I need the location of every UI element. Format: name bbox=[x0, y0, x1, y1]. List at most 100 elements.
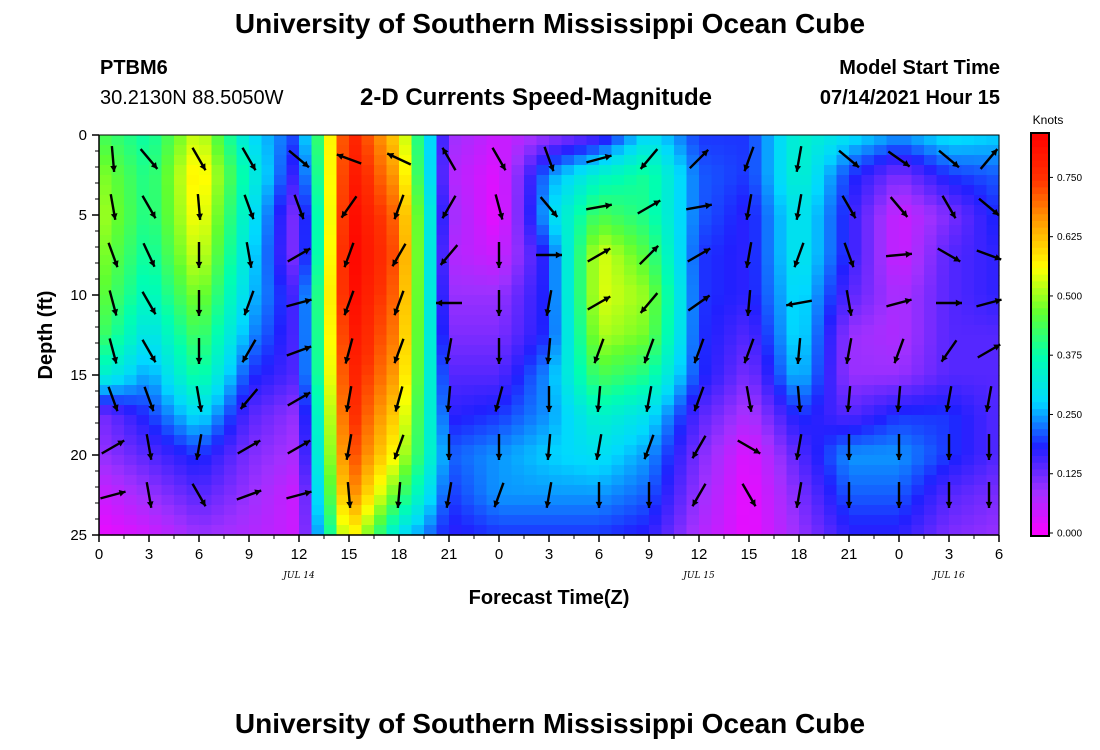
heatmap-cell bbox=[236, 425, 250, 436]
heatmap-cell bbox=[511, 245, 525, 256]
heatmap-cell bbox=[686, 275, 700, 286]
heatmap-cell bbox=[511, 355, 525, 366]
heatmap-cell bbox=[786, 215, 800, 226]
heatmap-cell bbox=[549, 445, 563, 456]
heatmap-cell bbox=[399, 505, 413, 516]
heatmap-cell bbox=[749, 255, 763, 266]
heatmap-cell bbox=[861, 345, 875, 356]
heatmap-cell bbox=[874, 485, 888, 496]
heatmap-cell bbox=[849, 175, 863, 186]
heatmap-cell bbox=[311, 225, 325, 236]
heatmap-cell bbox=[861, 235, 875, 246]
heatmap-cell bbox=[324, 385, 338, 396]
heatmap-cell bbox=[974, 335, 988, 346]
heatmap-cell bbox=[161, 405, 175, 416]
heatmap-cell bbox=[136, 205, 150, 216]
heatmap-cell bbox=[524, 285, 538, 296]
heatmap-cell bbox=[386, 315, 400, 326]
heatmap-cell bbox=[811, 195, 825, 206]
heatmap-cell bbox=[786, 165, 800, 176]
heatmap-cell bbox=[261, 465, 275, 476]
heatmap-cell bbox=[411, 255, 425, 266]
heatmap-cell bbox=[536, 295, 550, 306]
heatmap-cell bbox=[811, 295, 825, 306]
heatmap-cell bbox=[774, 515, 788, 526]
heatmap-cell bbox=[449, 145, 463, 156]
current-arrow bbox=[243, 194, 255, 220]
heatmap-cell bbox=[224, 275, 238, 286]
heatmap-cell bbox=[324, 135, 338, 146]
heatmap-cell bbox=[799, 385, 813, 396]
heatmap-cell bbox=[974, 325, 988, 336]
heatmap-cell bbox=[961, 485, 975, 496]
heatmap-cell bbox=[411, 375, 425, 386]
heatmap-cell bbox=[149, 375, 163, 386]
heatmap-cell bbox=[961, 445, 975, 456]
heatmap-cell bbox=[799, 495, 813, 506]
heatmap-cell bbox=[736, 235, 750, 246]
heatmap-cell bbox=[624, 205, 638, 216]
heatmap-cell bbox=[974, 275, 988, 286]
heatmap-cell bbox=[586, 525, 600, 536]
heatmap-cell bbox=[336, 155, 350, 166]
heatmap-cell bbox=[761, 275, 775, 286]
heatmap-cell bbox=[936, 175, 950, 186]
current-arrow bbox=[985, 434, 993, 460]
heatmap-cell bbox=[899, 145, 913, 156]
heatmap-cell bbox=[974, 495, 988, 506]
heatmap-cell bbox=[399, 325, 413, 336]
heatmap-cell bbox=[461, 235, 475, 246]
heatmap-cell bbox=[111, 455, 125, 466]
heatmap-cell bbox=[811, 255, 825, 266]
heatmap-cell bbox=[711, 155, 725, 166]
heatmap-cell bbox=[886, 395, 900, 406]
heatmap-cell bbox=[736, 475, 750, 486]
heatmap-cell bbox=[349, 465, 363, 476]
heatmap-cell bbox=[924, 145, 938, 156]
heatmap-cell bbox=[136, 525, 150, 536]
heatmap-cell bbox=[761, 165, 775, 176]
heatmap-cell bbox=[274, 525, 288, 536]
heatmap-cell bbox=[849, 135, 863, 146]
heatmap-cell bbox=[799, 465, 813, 476]
heatmap-cell bbox=[724, 135, 738, 146]
heatmap-cell bbox=[111, 365, 125, 376]
heatmap-cell bbox=[399, 165, 413, 176]
heatmap-cell bbox=[349, 515, 363, 526]
heatmap-cell bbox=[849, 215, 863, 226]
heatmap-cell bbox=[299, 325, 313, 336]
heatmap-cell bbox=[386, 175, 400, 186]
heatmap-cell bbox=[349, 175, 363, 186]
heatmap-cell bbox=[836, 315, 850, 326]
heatmap-cell bbox=[399, 195, 413, 206]
heatmap-cell bbox=[786, 255, 800, 266]
heatmap-cell bbox=[924, 265, 938, 276]
heatmap-cell bbox=[199, 275, 213, 286]
heatmap-cell bbox=[636, 215, 650, 226]
heatmap-cell bbox=[986, 235, 1000, 246]
heatmap-cell bbox=[599, 235, 613, 246]
heatmap-cell bbox=[949, 445, 963, 456]
heatmap-cell bbox=[549, 145, 563, 156]
heatmap-cell bbox=[161, 325, 175, 336]
heatmap-cell bbox=[286, 185, 300, 196]
heatmap-cell bbox=[711, 505, 725, 516]
heatmap-cell bbox=[974, 215, 988, 226]
heatmap-cell bbox=[174, 445, 188, 456]
heatmap-cell bbox=[686, 175, 700, 186]
heatmap-cell bbox=[299, 195, 313, 206]
heatmap-cell bbox=[461, 145, 475, 156]
heatmap-cell bbox=[474, 485, 488, 496]
heatmap-cell bbox=[824, 515, 838, 526]
heatmap-cell bbox=[561, 395, 575, 406]
heatmap-cell bbox=[649, 315, 663, 326]
heatmap-cell bbox=[849, 465, 863, 476]
current-arrow bbox=[109, 193, 118, 221]
heatmap-cell bbox=[886, 225, 900, 236]
heatmap-cell bbox=[836, 195, 850, 206]
heatmap-cell bbox=[411, 295, 425, 306]
heatmap-cell bbox=[899, 355, 913, 366]
heatmap-cell bbox=[436, 345, 450, 356]
heatmap-cell bbox=[224, 445, 238, 456]
heatmap-cell bbox=[299, 315, 313, 326]
